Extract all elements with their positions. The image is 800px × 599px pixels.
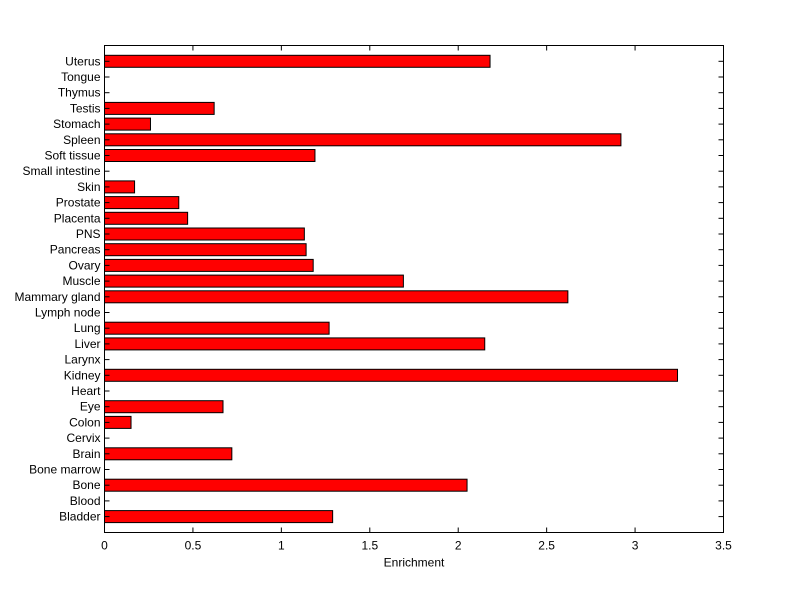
y-tick-label-liver: Liver bbox=[74, 337, 100, 351]
y-tick-label-pancreas: Pancreas bbox=[50, 243, 101, 257]
bar-soft-tissue bbox=[104, 149, 316, 162]
y-tick-label-stomach: Stomach bbox=[53, 117, 100, 131]
y-tick-label-thymus: Thymus bbox=[58, 86, 101, 100]
bar-brain bbox=[104, 447, 233, 461]
bar-testis bbox=[104, 101, 215, 115]
y-tick-label-cervix: Cervix bbox=[66, 431, 100, 445]
y-tick-label-placenta: Placenta bbox=[54, 211, 101, 225]
x-tick-label-6: 3 bbox=[632, 539, 639, 553]
y-tick-label-mammary-gland: Mammary gland bbox=[14, 290, 100, 304]
y-tick-label-soft-tissue: Soft tissue bbox=[44, 149, 100, 163]
bar-mammary-gland bbox=[104, 290, 569, 304]
bar-stomach bbox=[104, 117, 151, 131]
bar-lung bbox=[104, 321, 330, 335]
bar-prostate bbox=[104, 196, 180, 210]
y-tick-label-blood: Blood bbox=[70, 494, 101, 508]
bar-placenta bbox=[104, 211, 189, 225]
y-tick-label-heart: Heart bbox=[71, 384, 101, 398]
bar-bone bbox=[104, 478, 468, 492]
x-tick-label-1: 0.5 bbox=[185, 539, 202, 553]
y-tick-label-pns: PNS bbox=[76, 227, 101, 241]
x-tick-label-7: 3.5 bbox=[715, 539, 732, 553]
y-tick-label-testis: Testis bbox=[70, 101, 101, 115]
bar-bladder bbox=[104, 510, 334, 524]
bar-uterus bbox=[104, 54, 491, 68]
y-tick-label-larynx: Larynx bbox=[64, 353, 100, 367]
bar-spleen bbox=[104, 133, 622, 147]
y-tick-label-tongue: Tongue bbox=[61, 70, 101, 84]
x-tick-label-5: 2.5 bbox=[538, 539, 555, 553]
y-tick-label-bladder: Bladder bbox=[59, 510, 100, 524]
bar-pns bbox=[104, 227, 305, 241]
bar-muscle bbox=[104, 274, 404, 288]
x-tick-label-2: 1 bbox=[278, 539, 285, 553]
bar-eye bbox=[104, 400, 224, 414]
y-tick-label-prostate: Prostate bbox=[56, 196, 101, 210]
x-tick-label-0: 0 bbox=[101, 539, 108, 553]
plot-frame bbox=[104, 45, 724, 533]
x-axis-label: Enrichment bbox=[384, 556, 445, 570]
y-tick-label-eye: Eye bbox=[80, 400, 101, 414]
y-tick-label-muscle: Muscle bbox=[62, 274, 100, 288]
y-tick-label-lung: Lung bbox=[74, 321, 101, 335]
y-tick-label-small-intestine: Small intestine bbox=[22, 164, 100, 178]
y-tick-label-uterus: Uterus bbox=[65, 54, 100, 68]
bar-pancreas bbox=[104, 243, 307, 257]
y-tick-label-spleen: Spleen bbox=[63, 133, 100, 147]
y-tick-label-brain: Brain bbox=[72, 447, 100, 461]
y-tick-label-bone-marrow: Bone marrow bbox=[29, 463, 101, 477]
y-tick-label-bone: Bone bbox=[72, 478, 100, 492]
y-tick-label-ovary: Ovary bbox=[68, 258, 100, 272]
x-tick-label-4: 2 bbox=[455, 539, 462, 553]
bar-ovary bbox=[104, 258, 314, 272]
bar-kidney bbox=[104, 368, 679, 382]
bar-liver bbox=[104, 337, 486, 351]
x-tick-label-3: 1.5 bbox=[361, 539, 378, 553]
y-tick-label-skin: Skin bbox=[77, 180, 100, 194]
y-tick-label-kidney: Kidney bbox=[64, 368, 101, 382]
y-tick-label-colon: Colon bbox=[69, 415, 100, 429]
y-tick-label-lymph-node: Lymph node bbox=[35, 306, 101, 320]
